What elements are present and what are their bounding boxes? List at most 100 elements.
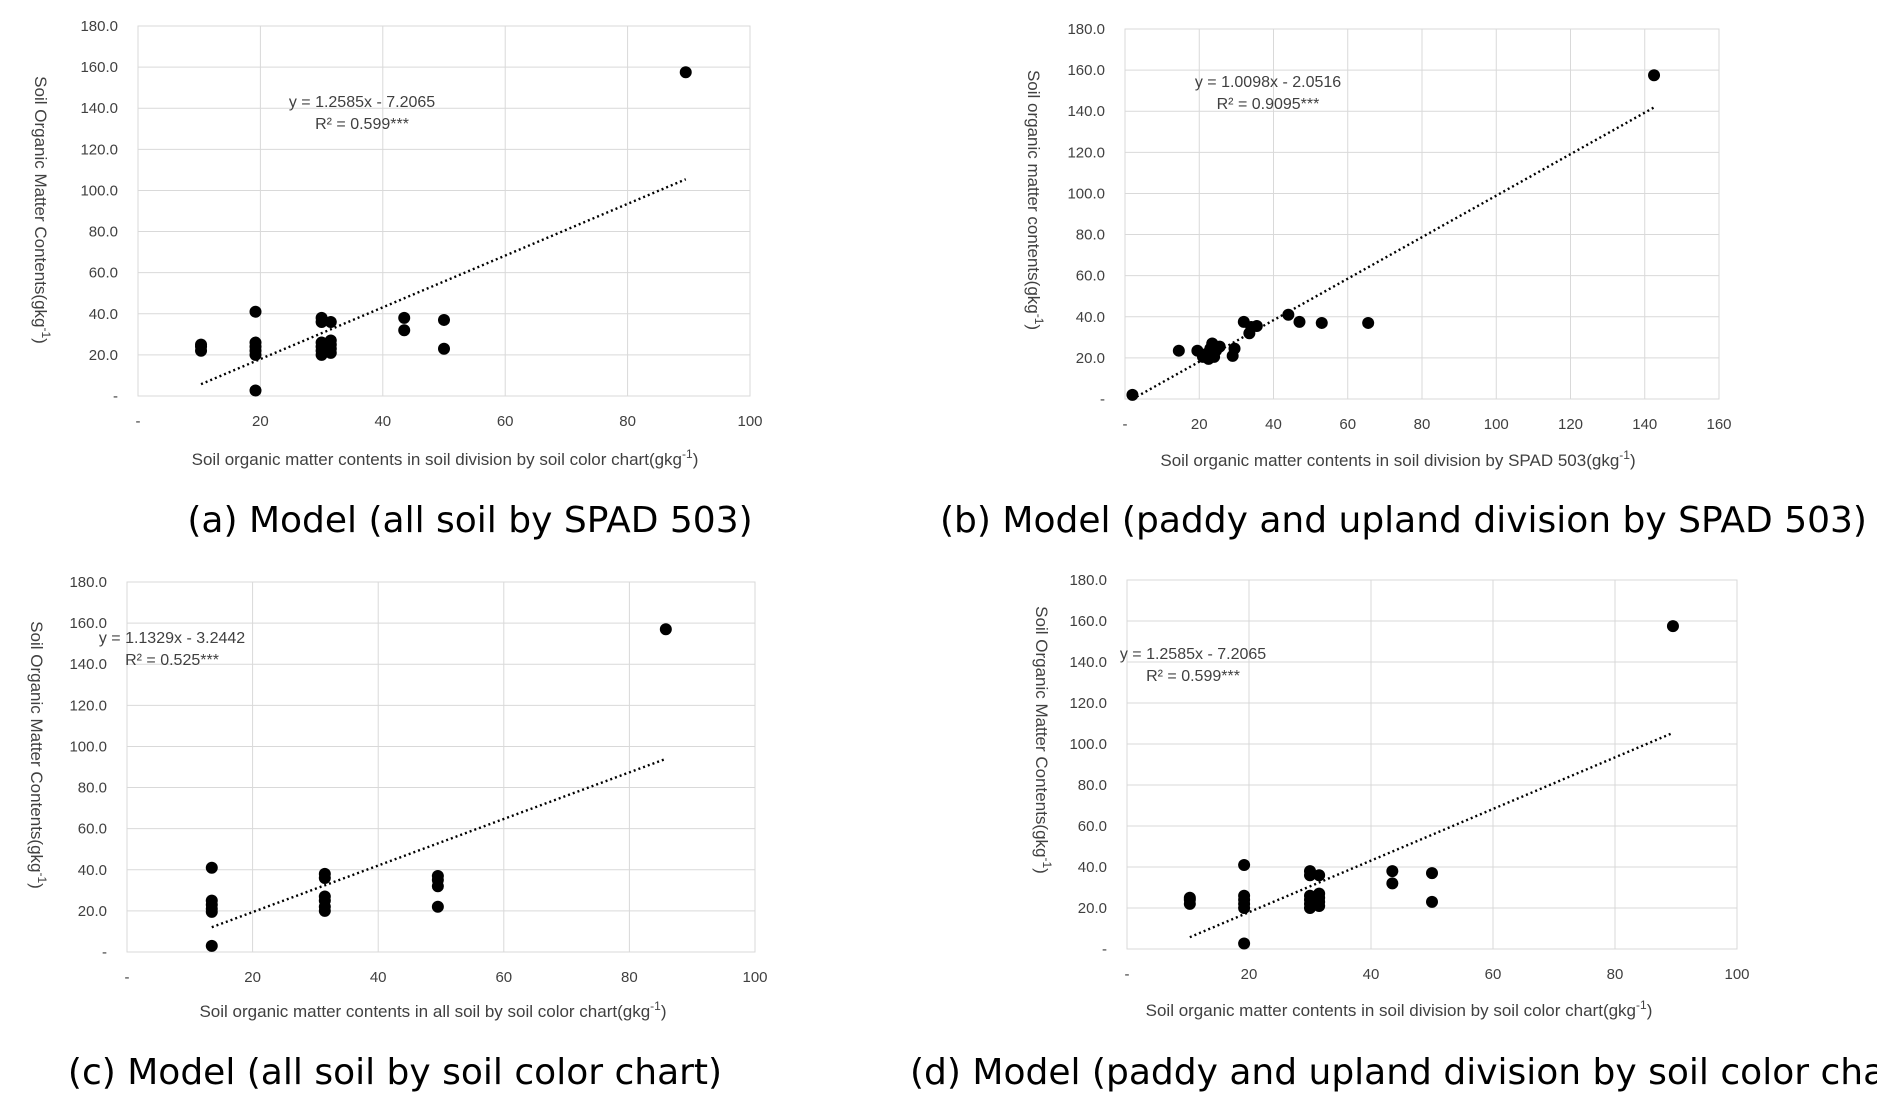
y-tick-label-b: 20.0 (1076, 350, 1105, 367)
y-tick-label-a: 120.0 (80, 141, 118, 158)
y-tick-label-c: 40.0 (78, 862, 107, 879)
y-tick-label-b: 120.0 (1067, 144, 1105, 161)
y-tick-label-c: 80.0 (78, 780, 107, 797)
data-point-c (318, 890, 331, 903)
chart-c-svg: - 20 40 60 80 100 - 20.0 40.0 60.0 80.0 100.0 120.0 1… (27, 574, 768, 1021)
data-point-a (679, 66, 692, 79)
x-tick-label-d: 60 (1485, 966, 1502, 983)
data-point-d (1666, 620, 1679, 633)
y-tick-label-b: 100.0 (1067, 185, 1105, 202)
x-tick-label-d: 40 (1363, 966, 1380, 983)
x-tick-label-d: 20 (1241, 966, 1258, 983)
y-tick-label-a: 80.0 (89, 224, 118, 241)
data-point-c (318, 867, 331, 880)
data-point-b (1172, 344, 1185, 357)
data-point-b (1126, 388, 1139, 401)
x-axis-title-c: Soil organic matter contents in all soil… (199, 999, 666, 1021)
plot-area-a (137, 25, 751, 397)
equation-label-d: y = 1.2585x - 7.2065 (1120, 646, 1266, 663)
y-tick-label-d: 40.0 (1078, 859, 1107, 876)
x-tick-label-a: 100 (737, 413, 762, 430)
x-tick-label-c: 40 (370, 969, 387, 986)
y-tick-label-a: - (113, 388, 118, 405)
x-axis-title-b: Soil organic matter contents in soil div… (1160, 448, 1635, 470)
equation-label-c: y = 1.1329x - 3.2442 (99, 630, 245, 647)
data-point-d (1313, 869, 1326, 882)
data-point-a (438, 313, 450, 326)
y-tick-label-d: 120.0 (1069, 695, 1107, 712)
data-point-b (1228, 342, 1241, 355)
data-point-a (324, 334, 337, 347)
chart-a-svg: - 20 40 60 80 100 - 20.0 40.0 60.0 80.0 100.0 120.0 1… (31, 18, 763, 469)
r2-label-c: R² = 0.525*** (125, 652, 219, 669)
x-tick-label-d: - (1125, 966, 1130, 983)
y-tick-label-b: 60.0 (1076, 268, 1105, 285)
x-tick-label-b: - (1123, 416, 1128, 433)
data-point-a (438, 342, 450, 355)
y-tick-label-b: 80.0 (1076, 227, 1105, 244)
y-tick-label-c: 20.0 (78, 903, 107, 920)
data-point-a (315, 336, 328, 349)
x-tick-label-a: 20 (252, 413, 269, 430)
caption-c: (c) Model (all soil by soil color chart) (67, 1052, 723, 1093)
data-point-d (1426, 895, 1438, 908)
x-tick-label-b: 160 (1706, 416, 1731, 433)
x-axis-title-d: Soil organic matter contents in soil div… (1146, 998, 1653, 1020)
y-tick-label-b: 40.0 (1076, 309, 1105, 326)
y-tick-label-c: 100.0 (69, 738, 107, 755)
caption-b: (b) Model (paddy and upland division by … (940, 500, 1867, 541)
y-tick-label-c: 180.0 (69, 574, 107, 591)
data-point-c (431, 869, 444, 882)
x-tick-label-d: 80 (1607, 966, 1624, 983)
y-tick-label-d: 140.0 (1069, 654, 1107, 671)
data-point-a (195, 338, 208, 351)
equation-label-a: y = 1.2585x - 7.2065 (289, 94, 435, 111)
data-point-b (1250, 320, 1263, 333)
data-point-a (249, 336, 262, 349)
y-tick-label-a: 140.0 (80, 100, 118, 117)
data-point-d (1238, 858, 1251, 871)
x-tick-label-b: 20 (1191, 416, 1208, 433)
x-axis-title-a: Soil organic matter contents in soil div… (192, 447, 699, 469)
y-axis-title-b: Soil organic matter contents(gkg-1) (1024, 70, 1046, 330)
x-tick-label-b: 60 (1339, 416, 1356, 433)
y-tick-label-c: - (102, 944, 107, 961)
y-axis-title-d: Soil Organic Matter Contents(gkg-1) (1032, 606, 1054, 874)
y-tick-label-b: 140.0 (1067, 103, 1105, 120)
y-tick-label-d: 20.0 (1078, 900, 1107, 917)
chart-d-svg: - 20 40 60 80 100 - 20.0 40.0 60.0 80.0 100.0 120.0 1… (1032, 572, 1750, 1020)
x-tick-label-c: 80 (621, 969, 638, 986)
data-point-d (1238, 889, 1251, 902)
chart-panel-b: - 20 40 60 80 100 120 140 160 - 20.0 40.0 60.0 80.0 10… (940, 0, 1877, 560)
data-point-b (1362, 316, 1375, 329)
data-point-a (398, 324, 411, 337)
caption-a: (a) Model (all soil by SPAD 503) (187, 500, 753, 541)
data-point-a (398, 311, 411, 324)
chart-panel-c: - 20 40 60 80 100 - 20.0 40.0 60.0 80.0 100.0 120.0 1… (0, 560, 940, 1101)
chart-panel-d: - 20 40 60 80 100 - 20.0 40.0 60.0 80.0 100.0 120.0 1… (940, 560, 1877, 1101)
x-tick-label-b: 100 (1484, 416, 1509, 433)
data-point-a (324, 316, 337, 328)
y-tick-label-c: 60.0 (78, 821, 107, 838)
data-point-a (249, 305, 262, 318)
data-point-d (1386, 865, 1399, 878)
data-point-b (1282, 308, 1295, 321)
x-tick-label-a: 40 (374, 413, 391, 430)
r2-label-b: R² = 0.9095*** (1217, 96, 1320, 113)
y-axis-title-c: Soil Organic Matter Contents(gkg-1) (27, 621, 49, 889)
data-point-b (1315, 316, 1328, 329)
data-point-c (659, 623, 672, 636)
x-tick-label-a: 60 (497, 413, 514, 430)
r2-label-d: R² = 0.599*** (1146, 668, 1240, 685)
y-tick-label-b: 160.0 (1067, 62, 1105, 79)
data-point-b (1293, 315, 1306, 328)
data-point-d (1304, 889, 1316, 902)
y-tick-label-d: 180.0 (1069, 572, 1107, 589)
y-tick-label-d: 160.0 (1069, 613, 1107, 630)
x-tick-label-b: 140 (1632, 416, 1657, 433)
y-tick-label-c: 160.0 (69, 615, 107, 632)
data-point-a (249, 384, 262, 397)
y-tick-label-d: - (1102, 941, 1107, 958)
y-tick-label-a: 160.0 (80, 59, 118, 76)
y-axis-title-a: Soil Organic Matter Contents(gkg-1) (31, 76, 53, 344)
